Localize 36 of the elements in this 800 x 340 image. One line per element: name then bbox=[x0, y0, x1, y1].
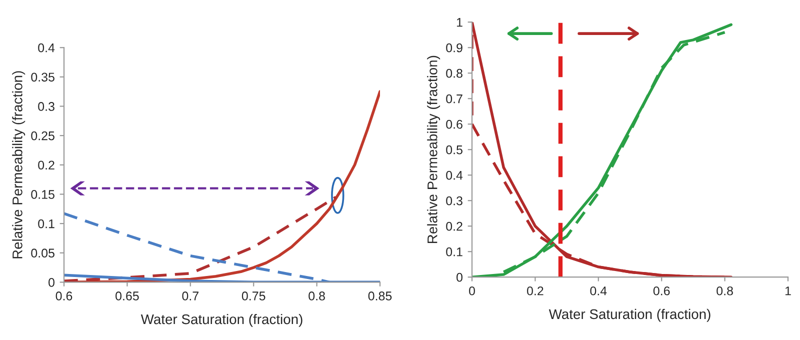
y-tick-label: 0.3 bbox=[38, 102, 54, 111]
y-tick-label: 0.2 bbox=[38, 160, 54, 170]
x-tick-label: 0.6 bbox=[653, 286, 670, 296]
y-tick-label: 1 bbox=[456, 18, 462, 27]
x-tick-label: 0.85 bbox=[368, 292, 392, 300]
y-tick-label: 0.4 bbox=[38, 43, 55, 52]
y-tick-label: 0.3 bbox=[446, 196, 462, 206]
y-tick-label: 0.15 bbox=[31, 190, 54, 199]
x-tick-label: 0.4 bbox=[590, 286, 607, 296]
y-tick-label: 0.35 bbox=[31, 72, 54, 82]
x-axis-title: Water Saturation (fraction) bbox=[140, 314, 302, 327]
y-tick-label: 0.5 bbox=[446, 145, 462, 154]
y-tick-label: 0.1 bbox=[38, 219, 54, 228]
y-tick-label: 0 bbox=[456, 272, 462, 282]
x-tick-label: 0.8 bbox=[308, 292, 325, 300]
x-tick-label: 0 bbox=[469, 286, 475, 296]
y-tick-label: 0.6 bbox=[446, 120, 462, 129]
y-tick-label: 0.9 bbox=[446, 43, 462, 52]
y-axis-title: Relative Permeability (fraction) bbox=[12, 71, 26, 258]
x-axis-title: Water Saturation (fraction) bbox=[548, 308, 710, 322]
y-tick-label: 0.8 bbox=[446, 68, 462, 78]
x-tick-label: 0.6 bbox=[56, 292, 72, 300]
y-tick-label: 0.4 bbox=[446, 170, 463, 180]
x-tick-label: 0.2 bbox=[527, 286, 544, 296]
y-tick-label: 0.25 bbox=[31, 131, 54, 140]
x-tick-label: 1 bbox=[785, 286, 791, 296]
x-tick-label: 0.75 bbox=[242, 292, 266, 300]
y-tick-label: 0 bbox=[48, 278, 54, 287]
y-tick-label: 0.05 bbox=[31, 248, 54, 258]
y-tick-label: 0.7 bbox=[446, 94, 462, 104]
y-tick-label: 0.2 bbox=[446, 222, 462, 231]
x-tick-label: 0.8 bbox=[716, 286, 733, 296]
x-tick-label: 0.65 bbox=[116, 292, 139, 300]
y-axis-title: Relative Permeability (fraction) bbox=[427, 56, 440, 244]
y-tick-label: 0.1 bbox=[446, 247, 462, 256]
x-tick-label: 0.7 bbox=[182, 292, 198, 300]
